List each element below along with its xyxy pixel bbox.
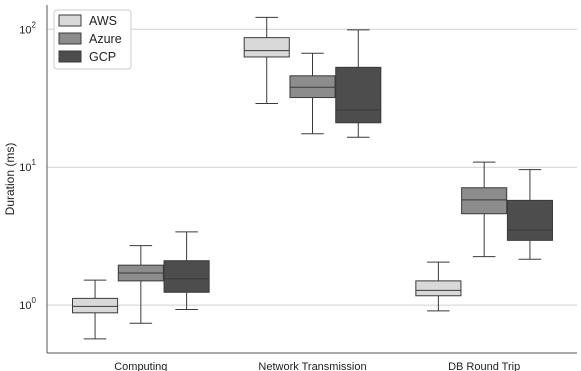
box-iqr xyxy=(289,75,336,99)
box-iqr xyxy=(506,199,553,241)
legend-swatch xyxy=(58,14,82,27)
x-tick-label: Network Transmission xyxy=(258,361,366,371)
box-iqr xyxy=(72,297,119,314)
x-tick-labels: Computing Network Transmission DB Round Tr… xyxy=(114,361,520,371)
legend-swatch xyxy=(58,32,82,45)
box-gcp-0 xyxy=(163,231,210,311)
legend-swatch xyxy=(58,50,82,63)
y-axis-label: Duration (ms) xyxy=(3,143,17,216)
box-iqr xyxy=(163,260,210,293)
box-iqr xyxy=(461,187,508,215)
y-tick-labels: 100 101 102 xyxy=(19,20,36,312)
y-tick-label: 100 xyxy=(19,296,36,312)
box-gcp-2 xyxy=(506,169,553,260)
box-aws-2 xyxy=(415,261,462,312)
x-tick-label: Computing xyxy=(114,361,167,371)
x-tick-label: DB Round Trip xyxy=(448,361,520,371)
box-azure-1 xyxy=(289,52,336,135)
y-tick-label: 101 xyxy=(19,158,36,174)
box-azure-2 xyxy=(461,161,508,258)
legend-label: GCP xyxy=(89,50,116,64)
box-aws-0 xyxy=(72,279,119,340)
box-iqr xyxy=(243,37,290,58)
box-groups xyxy=(72,16,553,340)
box-iqr xyxy=(335,66,382,124)
box-aws-1 xyxy=(243,16,290,104)
legend: AWS Azure GCP xyxy=(53,9,132,70)
gridlines xyxy=(47,28,577,306)
axes xyxy=(46,5,577,354)
legend-label: AWS xyxy=(89,14,117,28)
box-iqr xyxy=(415,280,462,297)
box-gcp-1 xyxy=(335,29,382,138)
y-tick-label: 102 xyxy=(19,20,36,36)
box-azure-0 xyxy=(117,245,164,324)
legend-label: Azure xyxy=(89,32,122,46)
